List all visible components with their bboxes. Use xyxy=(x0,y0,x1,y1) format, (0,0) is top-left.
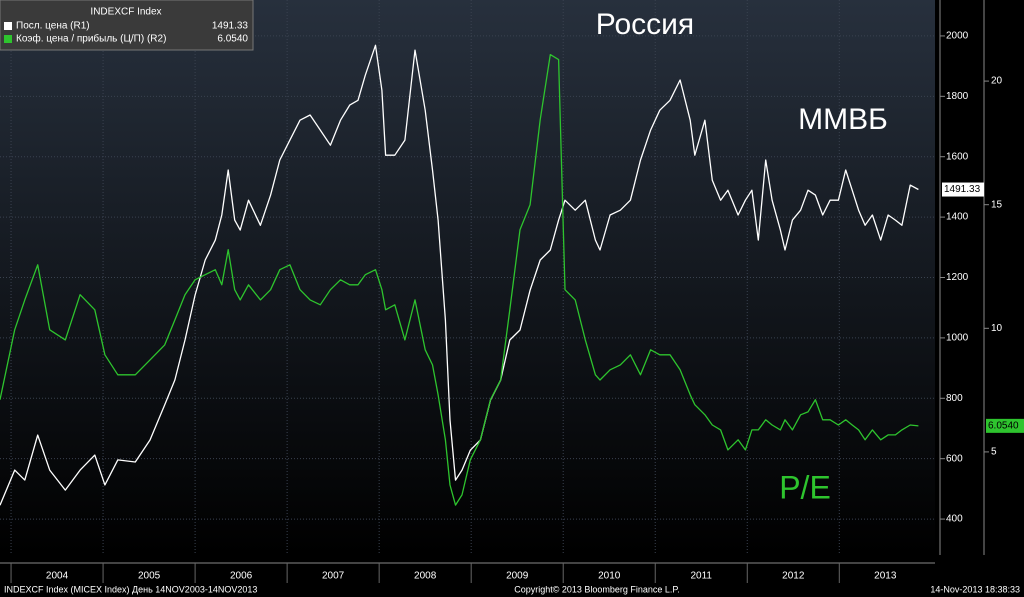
x-tick-label: 2005 xyxy=(138,571,161,582)
y-tick-label: 800 xyxy=(946,393,963,404)
x-tick-label: 2013 xyxy=(874,571,897,582)
y2-tick-label: 15 xyxy=(991,199,1003,210)
series-line xyxy=(0,53,919,506)
last-value-flag xyxy=(986,418,1024,433)
legend-title: INDEXCF Index xyxy=(90,7,161,18)
annotation: P/E xyxy=(779,469,831,505)
y-tick-label: 1400 xyxy=(946,212,969,223)
y-tick-label: 1000 xyxy=(946,333,969,344)
legend-value: 1491.33 xyxy=(212,21,249,32)
last-value-flag xyxy=(942,182,984,197)
annotation: ММВБ xyxy=(798,103,888,136)
y-tick-label: 1800 xyxy=(946,91,969,102)
legend-label: Коэф. цена / прибыль (Ц/П) (R2) xyxy=(16,33,166,45)
x-tick-label: 2006 xyxy=(230,571,253,582)
x-tick-label: 2011 xyxy=(690,571,712,582)
x-tick-label: 2007 xyxy=(322,571,345,582)
x-tick-label: 2004 xyxy=(46,571,69,582)
x-tick-label: 2008 xyxy=(414,571,437,582)
y-tick-label: 1200 xyxy=(946,272,969,283)
last-value-label: 6.0540 xyxy=(988,420,1019,431)
y-tick-label: 1600 xyxy=(946,151,969,162)
footer-right: 14-Nov-2013 18:38:33 xyxy=(930,584,1020,594)
y2-tick-label: 10 xyxy=(991,323,1003,334)
x-tick-label: 2009 xyxy=(506,571,529,582)
x-tick-label: 2012 xyxy=(782,571,805,582)
last-value-label: 1491.33 xyxy=(944,184,981,195)
plot-area xyxy=(0,0,935,555)
legend-swatch xyxy=(4,35,12,43)
x-tick-label: 2010 xyxy=(598,571,621,582)
legend-box xyxy=(0,0,254,51)
y-tick-label: 400 xyxy=(946,514,963,525)
y-tick-label: 2000 xyxy=(946,31,969,42)
y2-tick-label: 20 xyxy=(991,76,1003,87)
legend-value: 6.0540 xyxy=(217,34,248,45)
footer-center: Copyright© 2013 Bloomberg Finance L.P. xyxy=(514,584,680,594)
y2-tick-label: 5 xyxy=(991,447,997,458)
legend: INDEXCF Index Посл. цена (R1) 1491.33 Коэф… xyxy=(0,0,254,51)
legend-swatch xyxy=(4,22,12,30)
legend-label: Посл. цена (R1) xyxy=(16,21,90,32)
footer-left: INDEXCF Index (MICEX Index) День 14NOV20… xyxy=(4,584,257,594)
y-tick-label: 600 xyxy=(946,453,963,464)
chart-title: Россия xyxy=(596,8,694,41)
